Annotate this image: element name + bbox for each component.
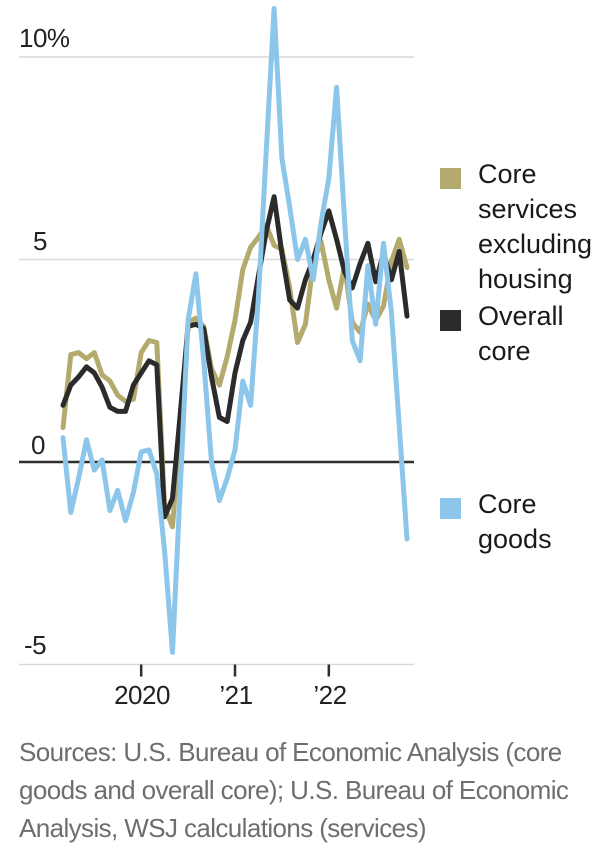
- legend-item-core-goods: Core goods: [440, 487, 610, 557]
- x-axis-label-2022: ’22: [313, 680, 347, 710]
- y-axis-label-10pct: 10%: [19, 23, 70, 53]
- x-axis-label-2020: 2020: [114, 680, 170, 710]
- line-chart-canvas: [19, 5, 414, 677]
- series-line-core-goods: [60, 5, 410, 655]
- legend-label-overall-core: Overall core: [478, 301, 564, 366]
- legend-label-core-services: Core services excluding housing: [478, 159, 593, 294]
- series-line-overall-core: [60, 194, 410, 520]
- y-axis-label-0: 0: [31, 430, 45, 460]
- legend-swatch-core-services: [440, 168, 461, 189]
- source-line: Analysis, WSJ calculations (services): [19, 813, 427, 843]
- source-line: Sources: U.S. Bureau of Economic Analysi…: [19, 737, 562, 767]
- legend-item-overall-core: Overall core: [440, 299, 610, 369]
- y-axis-label-5: 5: [33, 226, 47, 256]
- legend-label-core-goods: Core goods: [478, 489, 552, 554]
- x-axis-label-2021: ’21: [219, 680, 253, 710]
- source-line: goods and overall core); U.S. Bureau of …: [19, 775, 569, 805]
- source-attribution: Sources: U.S. Bureau of Economic Analysi…: [19, 733, 569, 847]
- legend-swatch-overall-core: [440, 310, 461, 331]
- y-axis-label-neg5: -5: [24, 630, 47, 660]
- legend-swatch-core-goods: [440, 498, 461, 519]
- legend-item-core-services: Core services excluding housing: [440, 157, 610, 297]
